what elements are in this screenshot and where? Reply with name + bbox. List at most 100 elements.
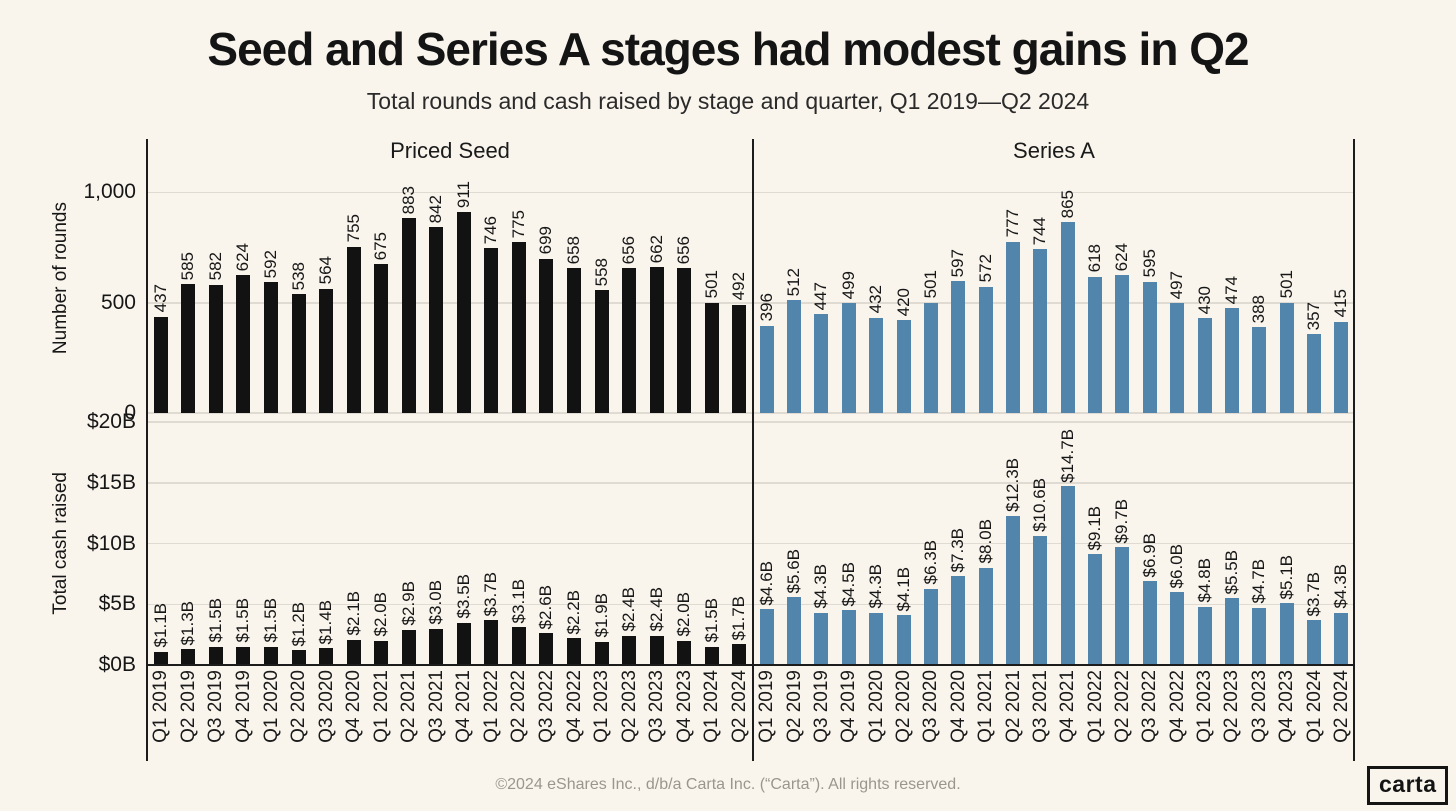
- y-tick-label: 1,000: [83, 180, 136, 204]
- bar: [374, 640, 389, 665]
- page-subtitle: Total rounds and cash raised by stage an…: [366, 88, 1090, 114]
- y-tick-label: $20B: [86, 410, 136, 433]
- gridline: [147, 603, 1355, 605]
- x-tick-label: Q1 2023: [1194, 670, 1215, 743]
- bar: [153, 316, 168, 413]
- bar: [401, 218, 416, 413]
- bar-value-label: 618: [1085, 244, 1104, 273]
- bar-value-label: 656: [674, 235, 694, 265]
- bar: [1033, 248, 1048, 413]
- x-tick-label: Q1 2019: [150, 670, 172, 743]
- bar-value-label: 656: [619, 235, 638, 265]
- bar: [1334, 612, 1349, 665]
- bar: [622, 635, 636, 665]
- bar-value-label: $8.0B: [975, 519, 995, 564]
- bar-value-label: 592: [261, 250, 280, 279]
- bar: [787, 597, 801, 665]
- x-tick-label: Q4 2021: [453, 670, 475, 743]
- bar: [841, 302, 856, 413]
- bar: [511, 242, 526, 413]
- bar: [1307, 334, 1321, 414]
- bar-value-label: $1.1B: [150, 603, 170, 648]
- bar: [951, 576, 966, 665]
- bar-value-label: $4.8B: [1194, 558, 1214, 603]
- bar-value-label: $4.1B: [893, 566, 913, 612]
- x-tick-label: Q1 2022: [480, 670, 502, 743]
- bar: [1170, 592, 1185, 665]
- x-tick-label: Q2 2023: [618, 670, 640, 743]
- x-axis-line: [147, 663, 1355, 666]
- bar: [181, 284, 196, 413]
- x-tick-label: Q4 2022: [1166, 670, 1188, 743]
- bar: [236, 646, 251, 665]
- bar: [1006, 515, 1020, 665]
- bar: [677, 268, 692, 413]
- gridline: [147, 482, 1355, 484]
- y-tick-label: $5B: [98, 592, 136, 616]
- x-tick-label: Q3 2021: [1029, 670, 1051, 743]
- bar-value-label: $1.5B: [233, 598, 253, 643]
- gridline: [147, 412, 1355, 414]
- gridline: [147, 542, 1355, 545]
- x-tick-label: Q1 2024: [701, 670, 723, 743]
- bar: [567, 638, 581, 665]
- bar: [978, 567, 993, 665]
- bar: [1307, 620, 1321, 665]
- bar-value-label: 755: [343, 214, 363, 243]
- bar: [484, 248, 499, 413]
- bar: [1252, 327, 1267, 413]
- bar: [841, 610, 856, 665]
- bar-value-label: 501: [701, 270, 721, 299]
- bar-value-label: 492: [729, 272, 749, 301]
- x-tick-label: Q2 2024: [728, 670, 750, 743]
- bar-value-label: 582: [205, 252, 225, 281]
- bar: [429, 227, 444, 413]
- bar-value-label: $3.1B: [508, 578, 528, 624]
- x-tick-label: Q2 2020: [288, 670, 309, 743]
- carta-logo: carta: [1367, 766, 1449, 805]
- x-tick-label: Q3 2021: [425, 670, 447, 743]
- x-tick-label: Q3 2019: [205, 670, 227, 743]
- bar: [484, 620, 499, 665]
- bar: [951, 281, 966, 413]
- x-tick-label: Q3 2023: [646, 670, 668, 743]
- bar: [1279, 603, 1294, 665]
- x-tick-label: Q3 2023: [1248, 670, 1270, 743]
- bar: [869, 317, 884, 413]
- bar: [539, 633, 554, 665]
- bar: [923, 588, 938, 665]
- y-tick-label: $15B: [86, 470, 136, 494]
- bar-value-label: $4.6B: [756, 560, 776, 606]
- x-tick-label: Q2 2024: [1330, 670, 1352, 743]
- bar-value-label: 624: [233, 243, 253, 272]
- bar: [511, 627, 526, 665]
- x-tick-label: Q3 2022: [535, 670, 557, 743]
- bar-value-label: $4.7B: [1249, 559, 1269, 604]
- bar-value-label: $2.6B: [536, 584, 556, 630]
- bar: [264, 646, 278, 665]
- bar-value-label: $1.9B: [591, 593, 611, 638]
- bar: [1252, 607, 1267, 665]
- bar-value-label: 775: [508, 209, 528, 238]
- bar: [732, 644, 747, 665]
- bar-value-label: 624: [1112, 243, 1132, 272]
- bar-value-label: 447: [811, 282, 831, 311]
- bar-value-label: 501: [920, 270, 940, 299]
- bar: [456, 212, 471, 413]
- bar-value-label: $4.5B: [838, 561, 858, 607]
- bar-value-label: $2.2B: [564, 589, 583, 635]
- bar: [978, 286, 993, 413]
- bar: [649, 635, 664, 665]
- y-axis-title: Total cash raised: [50, 472, 71, 615]
- panel-border-line: [752, 139, 754, 761]
- x-tick-label: Q4 2020: [947, 670, 969, 743]
- bar: [759, 609, 774, 665]
- x-tick-label: Q4 2019: [232, 670, 254, 743]
- bar: [1006, 241, 1020, 413]
- x-tick-label: Q2 2022: [1111, 670, 1133, 743]
- x-tick-label: Q1 2019: [756, 670, 778, 743]
- bar-value-label: 911: [453, 180, 473, 208]
- bar-value-label: 357: [1304, 301, 1323, 331]
- bar: [896, 320, 911, 413]
